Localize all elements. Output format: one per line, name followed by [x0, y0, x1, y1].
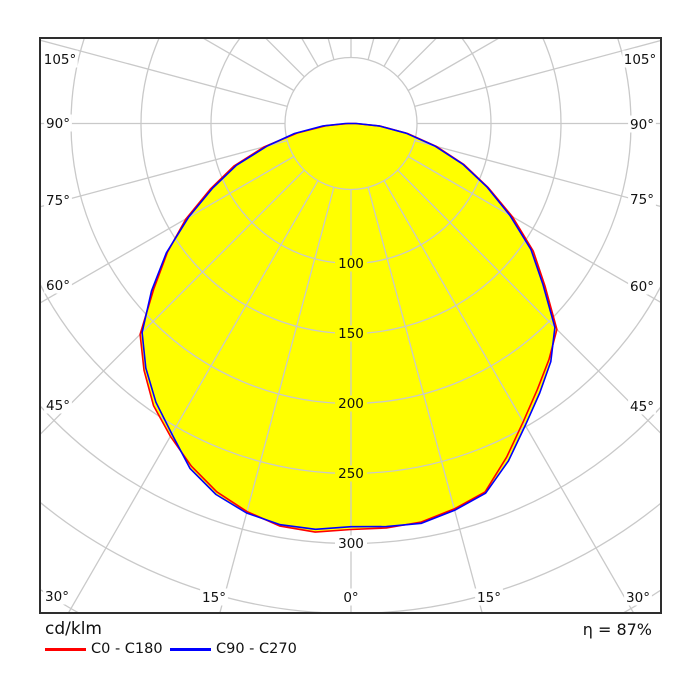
grid-spoke — [407, 155, 661, 304]
legend-swatch-c90-c270 — [170, 648, 211, 651]
angle-label-left: 75° — [46, 193, 70, 209]
radial-tick-halo — [335, 535, 367, 552]
grid-spoke — [40, 139, 288, 208]
unit-label: cd/klm — [45, 619, 102, 639]
angle-label-halo — [42, 50, 78, 68]
angle-label-halo — [628, 115, 656, 133]
angle-label-left: 60° — [46, 278, 70, 294]
radial-tick-label: 100 — [338, 256, 364, 272]
angle-label-halo — [622, 50, 658, 68]
angle-label-halo — [624, 588, 652, 606]
angle-label-bottom: 0° — [343, 590, 358, 606]
radial-tick-label: 150 — [338, 326, 364, 342]
angle-label-halo — [44, 191, 72, 209]
angle-label-halo — [628, 190, 656, 208]
legend-swatch-c0-c180 — [45, 648, 86, 651]
curve-c90-c270 — [141, 122, 556, 531]
radial-tick-halo — [335, 255, 367, 272]
angle-label-right: 60° — [630, 279, 654, 295]
legend-label-c0-c180: C0 - C180 — [91, 641, 163, 657]
grid-spoke — [414, 139, 661, 208]
angle-label-halo — [43, 587, 71, 605]
radial-tick-halo — [335, 395, 367, 412]
angle-label-halo — [200, 588, 228, 606]
angle-label-halo — [44, 276, 72, 294]
grid-spoke — [397, 169, 661, 435]
radial-tick-halo — [335, 465, 367, 482]
plot-border — [39, 37, 662, 614]
angle-label-bottom: 15° — [477, 590, 501, 606]
grid-spoke — [407, 38, 501, 92]
legend-label-c90-c270: C90 - C270 — [216, 641, 297, 657]
grid-spoke — [383, 180, 635, 613]
angle-label-halo — [340, 588, 362, 606]
radial-tick-label: 200 — [338, 396, 364, 412]
grid-spoke — [40, 169, 305, 436]
grid-spoke — [201, 38, 295, 92]
efficiency-value: η = 87% — [582, 620, 652, 639]
angle-label-halo — [44, 396, 72, 414]
angle-label-left: 30° — [45, 589, 69, 605]
angle-label-left: 45° — [46, 398, 70, 414]
grid-spoke — [67, 180, 319, 613]
angle-label-halo — [475, 588, 503, 606]
angle-label-right: 30° — [626, 590, 650, 606]
radial-tick-label: 300 — [338, 536, 364, 552]
angle-label-right: 75° — [630, 192, 654, 208]
grid-spoke — [40, 39, 288, 108]
angle-label-right: 90° — [630, 117, 654, 133]
angle-label-left: 105° — [44, 52, 77, 68]
angle-label-bottom: 15° — [202, 590, 226, 606]
radial-tick-label: 250 — [338, 466, 364, 482]
grid-spoke — [414, 39, 661, 108]
angle-label-halo — [628, 277, 656, 295]
radial-tick-halo — [335, 325, 367, 342]
angle-label-right: 45° — [630, 399, 654, 415]
angle-label-halo — [628, 397, 656, 415]
angle-label-right: 105° — [624, 52, 657, 68]
grid-spoke — [40, 155, 295, 304]
angle-label-left: 90° — [46, 116, 70, 132]
angle-label-halo — [44, 114, 72, 132]
